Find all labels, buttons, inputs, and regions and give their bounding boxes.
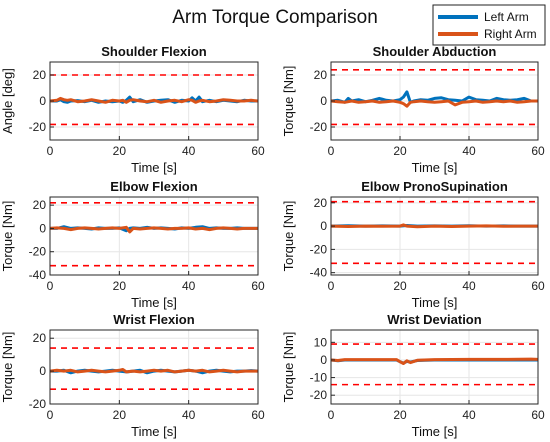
- axes-frame: [330, 196, 539, 276]
- y-tick-label: 20: [33, 198, 47, 212]
- x-axis-label: Time [s]: [412, 295, 458, 310]
- y-tick-label: 20: [314, 68, 328, 82]
- y-tick-label: -20: [310, 120, 328, 134]
- x-tick-label: 40: [182, 279, 196, 293]
- series-line-right-arm: [331, 357, 538, 365]
- plot-area: [50, 330, 258, 404]
- subplot-title: Shoulder Flexion: [101, 44, 207, 59]
- y-tick-label: 0: [39, 364, 46, 378]
- x-tick-label: 0: [47, 408, 54, 422]
- axes-frame: [49, 196, 259, 276]
- y-axis-label: Torque [Nm]: [281, 66, 296, 137]
- x-tick-label: 20: [393, 408, 407, 422]
- y-axis-label: Torque [Nm]: [0, 332, 15, 403]
- x-tick-label: 0: [328, 408, 335, 422]
- x-axis-label: Time [s]: [131, 160, 177, 175]
- subplot-elbow-flexion: 0 20 40 60 20 0 -20 -40 Elbow Flexion Time [s] Tor…: [0, 179, 265, 310]
- x-axis-label: Time [s]: [412, 424, 458, 439]
- x-tick-label: 20: [113, 144, 127, 158]
- x-tick-label: 40: [182, 144, 196, 158]
- axes-frame: [330, 329, 539, 405]
- series-line-right-arm: [50, 96, 258, 104]
- y-tick-label: -20: [29, 397, 47, 411]
- x-tick-label: 60: [251, 144, 265, 158]
- series-line-right-arm: [331, 223, 538, 229]
- x-tick-label: 60: [531, 144, 545, 158]
- x-axis-label: Time [s]: [131, 424, 177, 439]
- y-tick-label: 20: [33, 68, 47, 82]
- y-tick-label: 0: [320, 219, 327, 233]
- series-line-right-arm: [331, 99, 538, 108]
- series-line-right-arm: [50, 368, 258, 374]
- x-axis-label: Time [s]: [412, 160, 458, 175]
- x-tick-label: 0: [328, 279, 335, 293]
- plot-area: [331, 330, 538, 404]
- y-axis-label: Angle [deg]: [0, 68, 15, 134]
- y-tick-label: 0: [320, 353, 327, 367]
- x-axis-label: Time [s]: [131, 295, 177, 310]
- subplot-title: Elbow Flexion: [110, 179, 197, 194]
- x-tick-label: 0: [47, 144, 54, 158]
- x-tick-label: 40: [462, 144, 476, 158]
- y-tick-label: -10: [310, 371, 328, 385]
- subplot-wrist-deviation: 0 20 40 60 10 0 -10 -20 Wrist Deviation Time [s] T…: [281, 312, 545, 439]
- x-tick-label: 60: [251, 408, 265, 422]
- x-tick-label: 20: [113, 408, 127, 422]
- legend-box: [432, 4, 546, 46]
- y-tick-label: 0: [39, 221, 46, 235]
- x-tick-label: 40: [462, 279, 476, 293]
- axes-frame: [49, 329, 259, 405]
- plot-area: [50, 197, 258, 275]
- subplot-title: Wrist Flexion: [113, 312, 194, 327]
- figure-title: Arm Torque Comparison: [172, 7, 378, 28]
- y-tick-label: -20: [29, 245, 47, 259]
- y-tick-label: -20: [29, 120, 47, 134]
- x-tick-label: 0: [328, 144, 335, 158]
- y-tick-label: -20: [310, 242, 328, 256]
- y-axis-label: Torque [Nm]: [281, 201, 296, 272]
- x-tick-label: 60: [251, 279, 265, 293]
- x-tick-label: 0: [47, 279, 54, 293]
- subplot-title: Elbow PronoSupination: [361, 179, 508, 194]
- legend-label-left-arm: Left Arm: [484, 10, 529, 24]
- x-tick-label: 20: [393, 279, 407, 293]
- subplot-title: Shoulder Abduction: [373, 44, 497, 59]
- series-line-right-arm: [50, 225, 258, 234]
- x-tick-label: 40: [182, 408, 196, 422]
- y-tick-label: 20: [33, 331, 47, 345]
- y-tick-label: 20: [314, 196, 328, 210]
- x-tick-label: 60: [531, 279, 545, 293]
- plot-area: [331, 197, 538, 275]
- subplot-title: Wrist Deviation: [387, 312, 481, 327]
- x-tick-label: 40: [462, 408, 476, 422]
- y-tick-label: -40: [29, 268, 47, 282]
- legend: Left Arm Right Arm: [432, 4, 546, 46]
- y-tick-label: -20: [310, 388, 328, 402]
- x-tick-label: 20: [113, 279, 127, 293]
- x-tick-label: 60: [531, 408, 545, 422]
- y-axis-label: Torque [Nm]: [281, 332, 296, 403]
- x-tick-label: 20: [393, 144, 407, 158]
- y-axis-label: Torque [Nm]: [0, 201, 15, 272]
- y-tick-label: -40: [310, 266, 328, 280]
- subplot-elbow-pronosupination: 0 20 40 60 20 0 -20 -40 Elbow PronoSupination Tim…: [281, 179, 545, 310]
- y-tick-label: 10: [314, 335, 328, 349]
- y-tick-label: 0: [320, 94, 327, 108]
- y-tick-label: 0: [39, 94, 46, 108]
- legend-label-right-arm: Right Arm: [484, 27, 537, 41]
